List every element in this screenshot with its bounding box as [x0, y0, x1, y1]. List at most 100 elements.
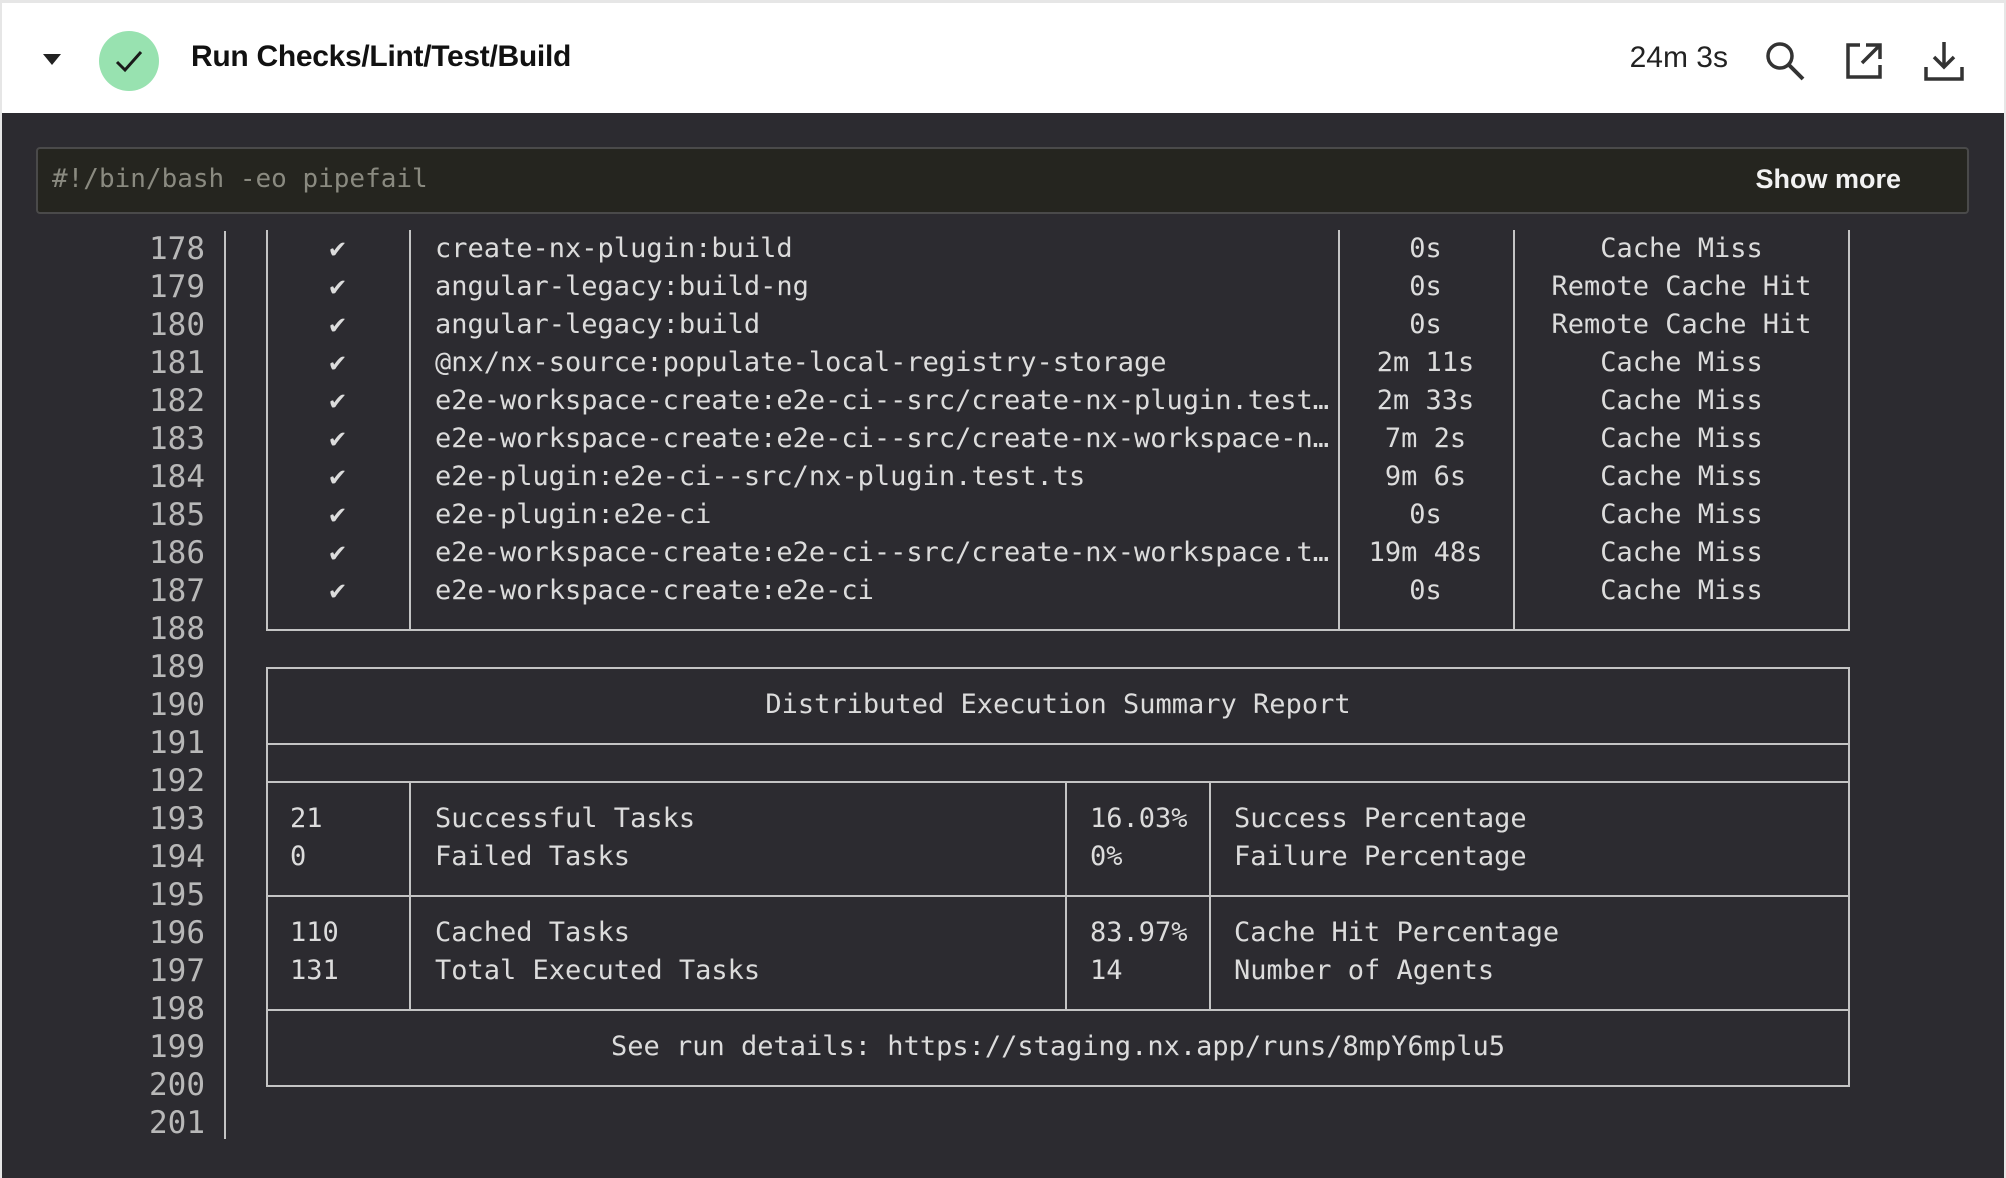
table-border	[266, 629, 1850, 631]
task-cache-status: Cache Miss	[1600, 575, 1763, 606]
task-status-check: ✔	[329, 385, 346, 416]
task-duration: 7m 2s	[1384, 423, 1467, 454]
task-status-check: ✔	[329, 575, 346, 606]
summary-border	[266, 743, 1850, 745]
summary-percentage: 16.03%	[1090, 803, 1188, 834]
line-number: 194	[149, 839, 205, 875]
download-icon[interactable]	[1922, 39, 1966, 83]
task-cache-status: Cache Miss	[1600, 423, 1763, 454]
task-duration: 0s	[1409, 575, 1442, 606]
task-cache-status: Cache Miss	[1600, 347, 1763, 378]
summary-border	[1065, 781, 1067, 1009]
task-duration: 2m 33s	[1376, 385, 1475, 416]
task-name: e2e-plugin:e2e-ci	[435, 499, 712, 530]
line-number: 179	[149, 269, 205, 305]
task-cache-status: Cache Miss	[1600, 499, 1763, 530]
line-number: 190	[149, 687, 205, 723]
task-cache-status: Cache Miss	[1600, 385, 1763, 416]
summary-border	[409, 781, 411, 1009]
task-status-check: ✔	[329, 423, 346, 454]
summary-border	[1848, 667, 1850, 1087]
summary-percentage-label: Cache Hit Percentage	[1234, 917, 1560, 948]
summary-percentage: 0%	[1090, 841, 1123, 872]
line-number: 193	[149, 801, 205, 837]
show-more-button[interactable]: Show more	[1755, 164, 1901, 194]
line-number: 182	[149, 383, 205, 419]
gutter-divider	[224, 231, 226, 1139]
table-border	[409, 230, 411, 629]
summary-label: Cached Tasks	[435, 917, 631, 948]
command-box: #!/bin/bash -eo pipefail Show more	[36, 147, 1969, 214]
summary-title: Distributed Execution Summary Report	[765, 689, 1351, 720]
line-number: 185	[149, 497, 205, 533]
line-number: 198	[149, 991, 205, 1027]
line-number: 184	[149, 459, 205, 495]
table-border	[1513, 230, 1515, 629]
task-status-check: ✔	[329, 271, 346, 302]
step-header[interactable]: Run Checks/Lint/Test/Build 24m 3s	[2, 3, 2004, 113]
task-status-check: ✔	[329, 537, 346, 568]
task-name: e2e-workspace-create:e2e-ci--src/create-…	[435, 385, 1330, 416]
task-cache-status: Cache Miss	[1600, 233, 1763, 264]
summary-count: 131	[290, 955, 339, 986]
task-cache-status: Cache Miss	[1600, 537, 1763, 568]
run-details-link[interactable]: See run details: https://staging.nx.app/…	[610, 1031, 1506, 1062]
task-duration: 0s	[1409, 233, 1442, 264]
line-number: 199	[149, 1029, 205, 1065]
command-text: #!/bin/bash -eo pipefail	[52, 164, 428, 194]
summary-border	[266, 667, 1850, 669]
summary-label: Total Executed Tasks	[435, 955, 761, 986]
line-number: 196	[149, 915, 205, 951]
task-duration: 19m 48s	[1368, 537, 1483, 568]
summary-count: 21	[290, 803, 323, 834]
table-border	[1338, 230, 1340, 629]
task-name: create-nx-plugin:build	[435, 233, 793, 264]
line-number: 180	[149, 307, 205, 343]
task-cache-status: Cache Miss	[1600, 461, 1763, 492]
external-link-icon[interactable]	[1842, 39, 1886, 83]
task-name: angular-legacy:build-ng	[435, 271, 809, 302]
task-status-check: ✔	[329, 347, 346, 378]
task-cache-status: Remote Cache Hit	[1551, 309, 1812, 340]
task-duration: 2m 11s	[1376, 347, 1475, 378]
line-number: 188	[149, 611, 205, 647]
summary-label: Failed Tasks	[435, 841, 631, 872]
summary-border	[1209, 781, 1211, 1009]
search-icon[interactable]	[1763, 39, 1807, 83]
check-icon	[115, 51, 143, 73]
task-duration: 9m 6s	[1384, 461, 1467, 492]
line-number: 189	[149, 649, 205, 685]
line-number: 200	[149, 1067, 205, 1103]
table-border	[1848, 230, 1850, 629]
task-name: e2e-workspace-create:e2e-ci--src/create-…	[435, 423, 1330, 454]
status-badge	[99, 31, 159, 91]
task-duration: 0s	[1409, 499, 1442, 530]
line-number: 191	[149, 725, 205, 761]
chevron-down-icon[interactable]	[43, 54, 61, 65]
summary-count: 0	[290, 841, 307, 872]
summary-border	[266, 1085, 1850, 1087]
task-name: angular-legacy:build	[435, 309, 761, 340]
summary-percentage-label: Number of Agents	[1234, 955, 1495, 986]
summary-percentage: 14	[1090, 955, 1123, 986]
summary-percentage-label: Success Percentage	[1234, 803, 1527, 834]
task-name: e2e-workspace-create:e2e-ci	[435, 575, 874, 606]
task-duration: 0s	[1409, 309, 1442, 340]
line-number: 181	[149, 345, 205, 381]
line-number: 197	[149, 953, 205, 989]
summary-border	[266, 895, 1850, 897]
line-number: 183	[149, 421, 205, 457]
summary-border	[266, 1009, 1850, 1011]
line-number: 201	[149, 1105, 205, 1141]
summary-border	[266, 781, 1850, 783]
task-status-check: ✔	[329, 461, 346, 492]
line-number: 186	[149, 535, 205, 571]
task-status-check: ✔	[329, 233, 346, 264]
task-status-check: ✔	[329, 309, 346, 340]
summary-border	[266, 667, 268, 1087]
line-number: 178	[149, 231, 205, 267]
task-name: @nx/nx-source:populate-local-registry-st…	[435, 347, 1167, 378]
task-name: e2e-workspace-create:e2e-ci--src/create-…	[435, 537, 1330, 568]
task-cache-status: Remote Cache Hit	[1551, 271, 1812, 302]
summary-percentage-label: Failure Percentage	[1234, 841, 1527, 872]
